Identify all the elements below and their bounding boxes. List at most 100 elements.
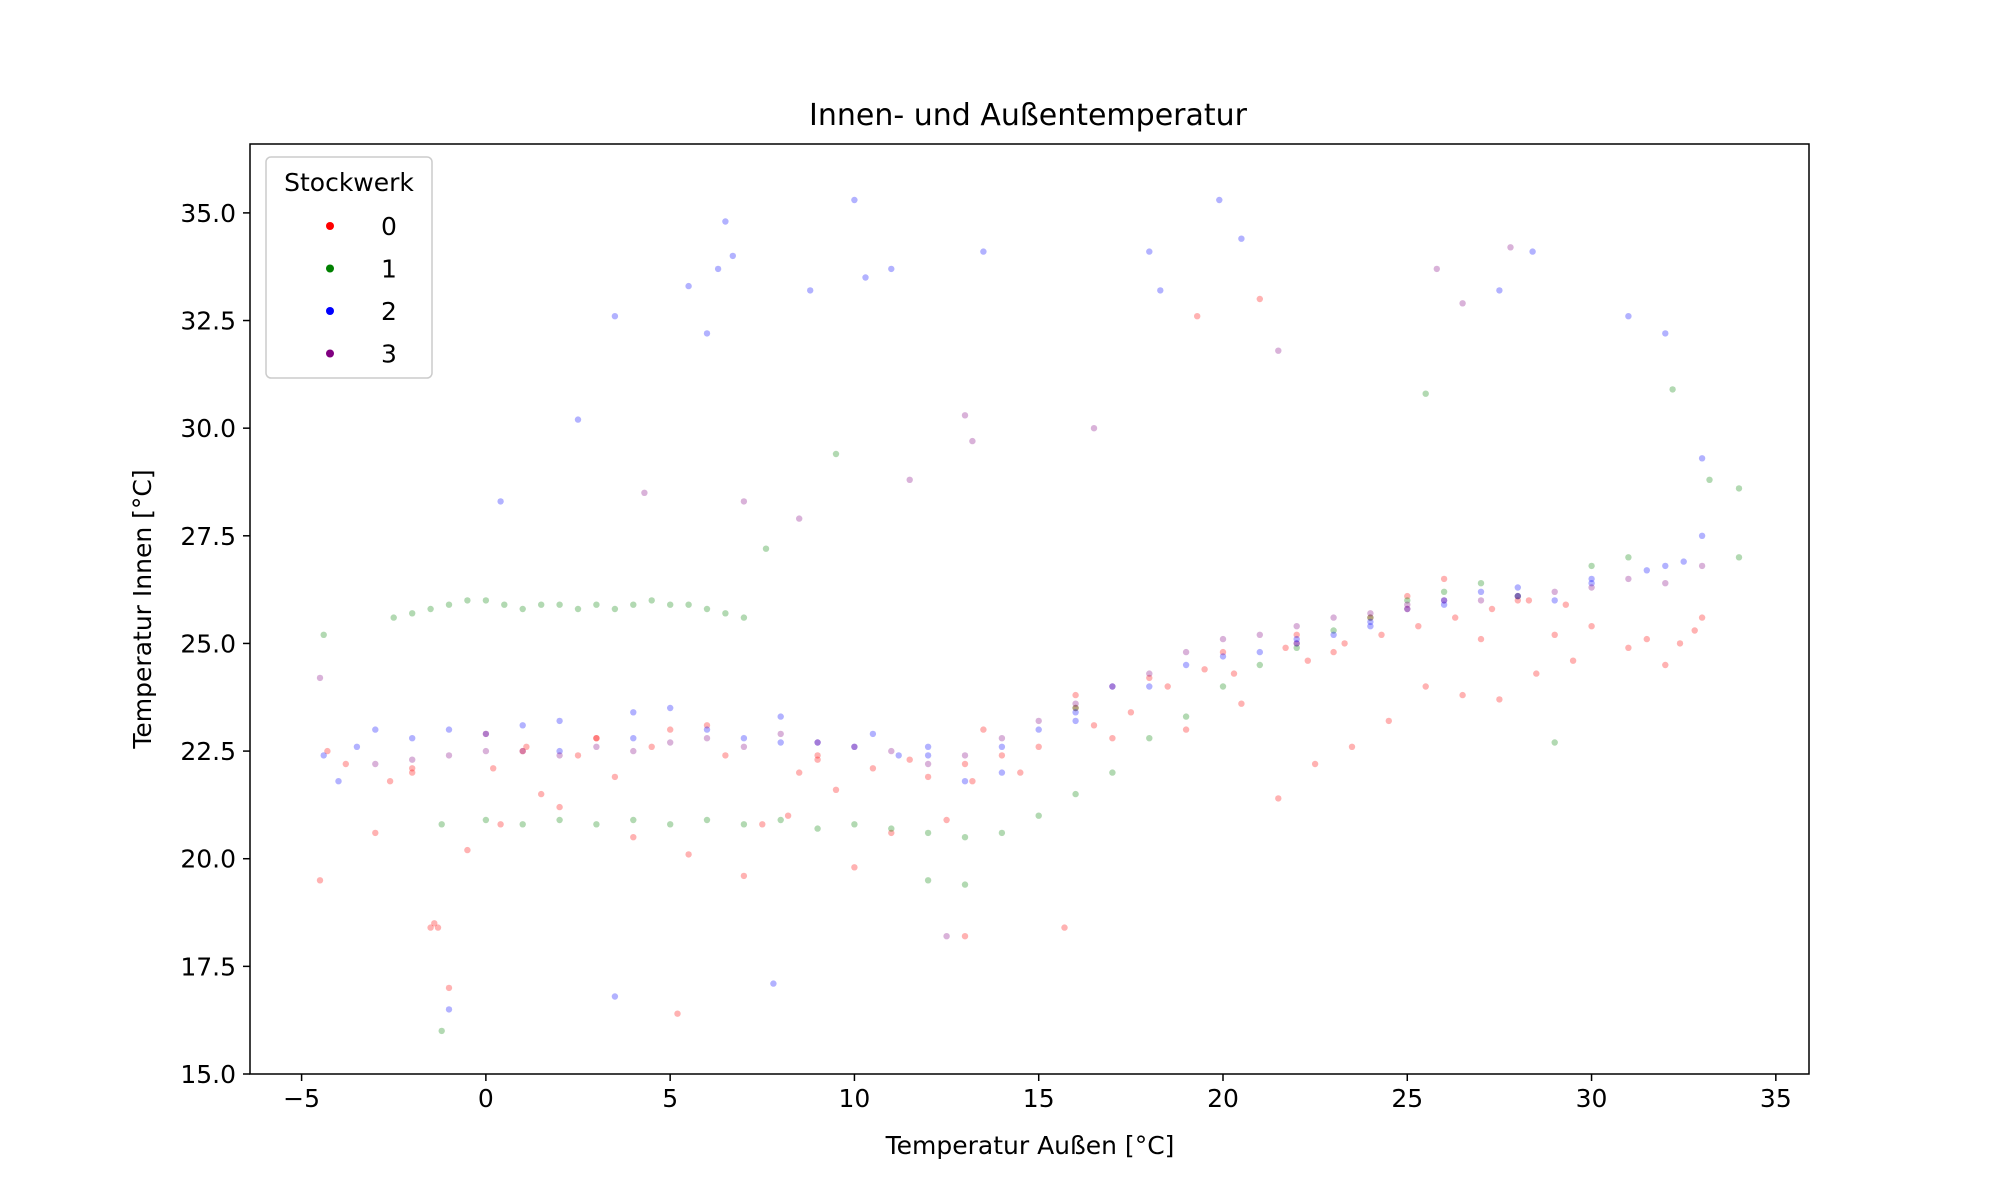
data-point <box>888 265 895 273</box>
data-point <box>630 709 637 716</box>
data-point <box>556 601 563 608</box>
data-point <box>1488 605 1496 613</box>
data-point <box>1293 640 1300 647</box>
x-tick-label: 10 <box>839 1084 871 1113</box>
data-point <box>1182 726 1190 733</box>
data-point <box>1625 644 1632 651</box>
data-point <box>1404 592 1411 600</box>
legend-entries: 0 1 2 3 <box>326 212 397 369</box>
y-axis: 15.0 17.5 20.0 22.5 25.0 27.5 30.0 32.5 35.0 <box>180 199 250 1089</box>
data-point <box>1182 661 1190 669</box>
data-point <box>1330 614 1337 621</box>
data-point <box>703 726 711 733</box>
data-point <box>390 614 397 621</box>
x-axis-title: Temperatur Außen [°C] <box>885 1131 1175 1160</box>
data-point <box>807 287 814 294</box>
data-point <box>784 812 792 819</box>
data-point <box>1219 648 1227 656</box>
data-point <box>862 274 869 281</box>
data-point <box>1275 795 1282 802</box>
data-point <box>851 864 858 871</box>
data-point <box>1422 683 1429 690</box>
data-point <box>814 739 821 746</box>
data-point <box>1507 244 1514 251</box>
data-point <box>1735 485 1743 492</box>
data-point <box>1669 386 1676 393</box>
data-point <box>593 743 600 750</box>
data-point <box>1293 631 1300 638</box>
data-point <box>998 743 1006 750</box>
series-2 <box>320 196 1706 1013</box>
data-point <box>1698 614 1706 621</box>
data-point <box>1146 674 1153 682</box>
data-point <box>523 743 530 750</box>
legend-marker <box>326 349 334 358</box>
data-point <box>438 1027 445 1035</box>
data-point <box>924 743 932 750</box>
data-point <box>1367 610 1374 617</box>
data-point <box>320 752 327 759</box>
data-point <box>1706 476 1713 483</box>
data-point <box>335 778 342 785</box>
data-point <box>1533 670 1540 677</box>
data-point <box>685 282 692 290</box>
data-point <box>961 752 969 759</box>
data-point <box>1562 601 1570 608</box>
data-point <box>998 769 1006 776</box>
data-point <box>1477 597 1485 604</box>
data-point <box>1551 739 1558 746</box>
data-point <box>703 816 711 824</box>
data-point <box>1348 743 1356 750</box>
data-point <box>519 747 526 755</box>
data-point <box>667 601 674 608</box>
data-point <box>445 984 453 992</box>
data-point <box>482 597 490 604</box>
data-point <box>1219 683 1227 690</box>
data-point <box>1035 726 1042 733</box>
data-point <box>924 829 932 837</box>
data-point <box>1304 657 1312 664</box>
data-point <box>593 601 600 608</box>
data-point <box>762 545 770 552</box>
data-point <box>1477 580 1485 587</box>
data-point <box>1588 580 1595 587</box>
data-point <box>1367 623 1374 630</box>
data-point <box>869 765 877 772</box>
data-point <box>1643 567 1651 574</box>
data-point <box>490 765 497 772</box>
data-point <box>924 877 932 884</box>
data-point <box>434 924 442 931</box>
data-point <box>482 747 490 755</box>
data-point <box>431 920 438 927</box>
data-point <box>574 752 582 759</box>
data-point <box>316 674 324 682</box>
plot-frame <box>249 143 1810 1075</box>
data-point <box>714 265 722 273</box>
data-point <box>674 1010 681 1017</box>
data-point <box>1662 580 1669 587</box>
data-point <box>342 760 349 768</box>
x-tick-label: 5 <box>662 1084 678 1113</box>
data-point <box>777 713 784 720</box>
data-point <box>1496 696 1503 703</box>
data-point <box>1676 640 1684 647</box>
data-point <box>1293 644 1300 651</box>
data-point <box>667 739 674 746</box>
data-point <box>1072 717 1079 725</box>
data-point <box>556 717 563 725</box>
legend-label: 0 <box>381 212 397 241</box>
series-3 <box>316 244 1706 940</box>
data-point <box>740 872 748 880</box>
x-tick-label: 20 <box>1207 1084 1239 1113</box>
data-point <box>1680 558 1687 565</box>
data-point <box>1330 631 1337 638</box>
data-point <box>888 829 895 837</box>
x-tick-label: 25 <box>1391 1084 1423 1113</box>
data-point <box>1146 683 1153 690</box>
data-point <box>1551 597 1558 604</box>
data-point <box>1529 248 1536 255</box>
data-point <box>740 498 748 505</box>
data-point <box>445 601 453 608</box>
data-point <box>1230 670 1238 677</box>
